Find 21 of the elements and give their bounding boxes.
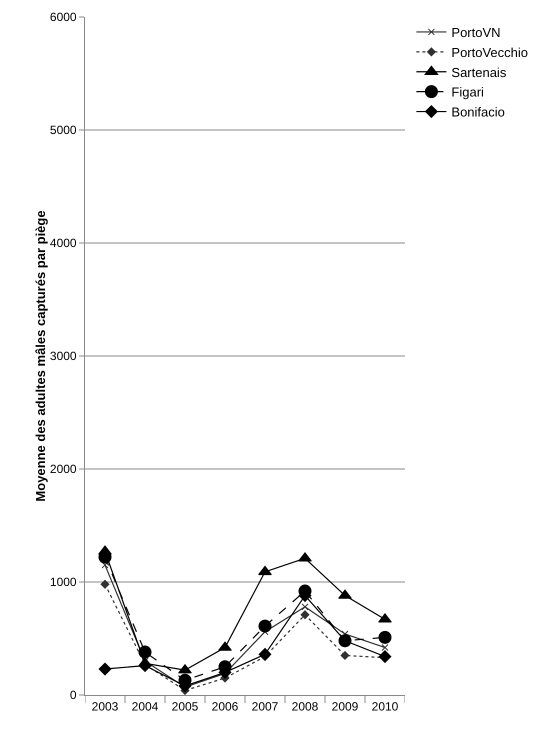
y-tick-label: 6000: [50, 10, 77, 24]
y-axis-title: Moyenne des adultes mâles capturés par piège: [32, 210, 48, 502]
y-tick-label: 5000: [50, 123, 77, 138]
x-tick-label: 2007: [252, 699, 279, 714]
legend-label: PortoVecchio: [451, 44, 528, 60]
x-tick-label: 2003: [92, 699, 119, 714]
y-tick-label: 1000: [50, 575, 77, 590]
y-tick-label: 3000: [50, 349, 77, 364]
x-tick-label: 2008: [292, 699, 319, 714]
x-tick-label: 2006: [212, 699, 239, 714]
x-tick-label: 2004: [132, 699, 159, 714]
y-tick-label: 2000: [50, 462, 77, 476]
legend-label: Figari: [451, 84, 484, 100]
legend-label: Sartenais: [451, 64, 507, 80]
x-tick-label: 2009: [332, 699, 359, 714]
y-tick-label: 4000: [50, 236, 77, 250]
x-tick-label: 2005: [172, 699, 199, 714]
legend-label: Bonifacio: [451, 104, 505, 120]
y-tick-label: 0: [70, 688, 77, 702]
x-tick-label: 2010: [372, 699, 399, 714]
legend-label: PortoVN: [451, 25, 501, 40]
